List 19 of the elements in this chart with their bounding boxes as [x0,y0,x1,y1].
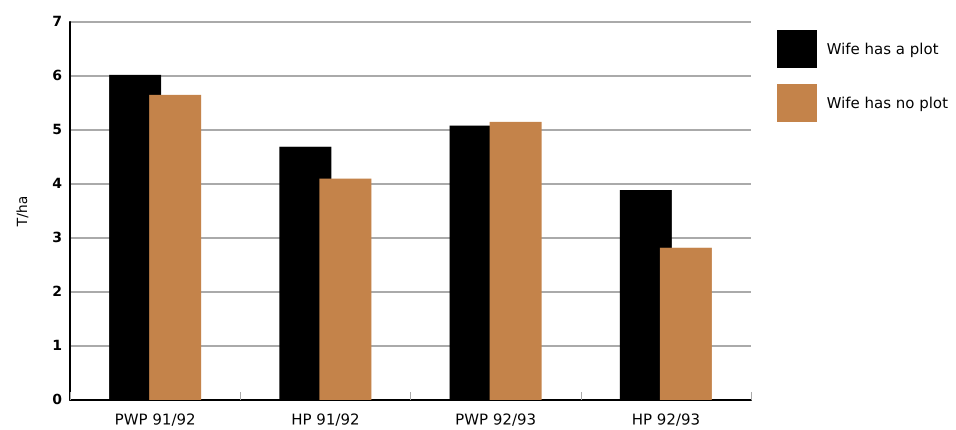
y-tick-label: 7 [52,14,62,30]
y-tick-label: 1 [52,338,62,354]
y-tick-label: 6 [52,68,62,84]
y-tick-label: 4 [52,176,62,192]
y-tick-label: 2 [52,284,62,300]
x-tick-label: PWP 91/92 [114,410,196,428]
y-tick-label: 5 [52,122,62,138]
x-tick-label: PWP 92/93 [455,410,536,428]
text: Wife has no plot [826,94,948,112]
bar [490,122,542,400]
y-tick-label: 0 [52,392,62,408]
bar [149,94,202,400]
text: Wife has a plot [826,40,938,58]
x-tick-label: HP 91/92 [291,410,360,428]
bar [319,178,372,400]
bar [660,248,712,400]
x-tick-label: HP 92/93 [632,410,700,428]
y-axis-title: T/ha [15,196,31,228]
y-tick-label: 3 [52,230,62,246]
